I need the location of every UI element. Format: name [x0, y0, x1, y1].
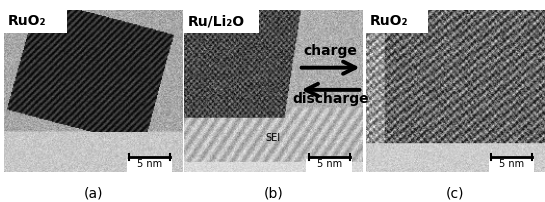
Bar — [366, 10, 428, 33]
Text: 5 nm: 5 nm — [499, 159, 524, 169]
Text: (c): (c) — [446, 187, 464, 201]
Text: Ru/Li₂O: Ru/Li₂O — [187, 14, 245, 28]
Text: (a): (a) — [84, 187, 103, 201]
Bar — [4, 10, 66, 33]
Text: 5 nm: 5 nm — [317, 159, 342, 169]
Text: SEI: SEI — [266, 133, 281, 143]
Text: charge: charge — [304, 44, 358, 58]
Bar — [488, 159, 534, 172]
Bar — [296, 54, 365, 104]
Text: discharge: discharge — [292, 92, 369, 106]
Text: (b): (b) — [263, 187, 283, 201]
Bar — [306, 159, 352, 172]
Text: RuO₂: RuO₂ — [370, 14, 408, 28]
Text: 5 nm: 5 nm — [137, 159, 162, 169]
Bar — [126, 159, 172, 172]
Bar — [184, 10, 259, 33]
Text: RuO₂: RuO₂ — [8, 14, 46, 28]
